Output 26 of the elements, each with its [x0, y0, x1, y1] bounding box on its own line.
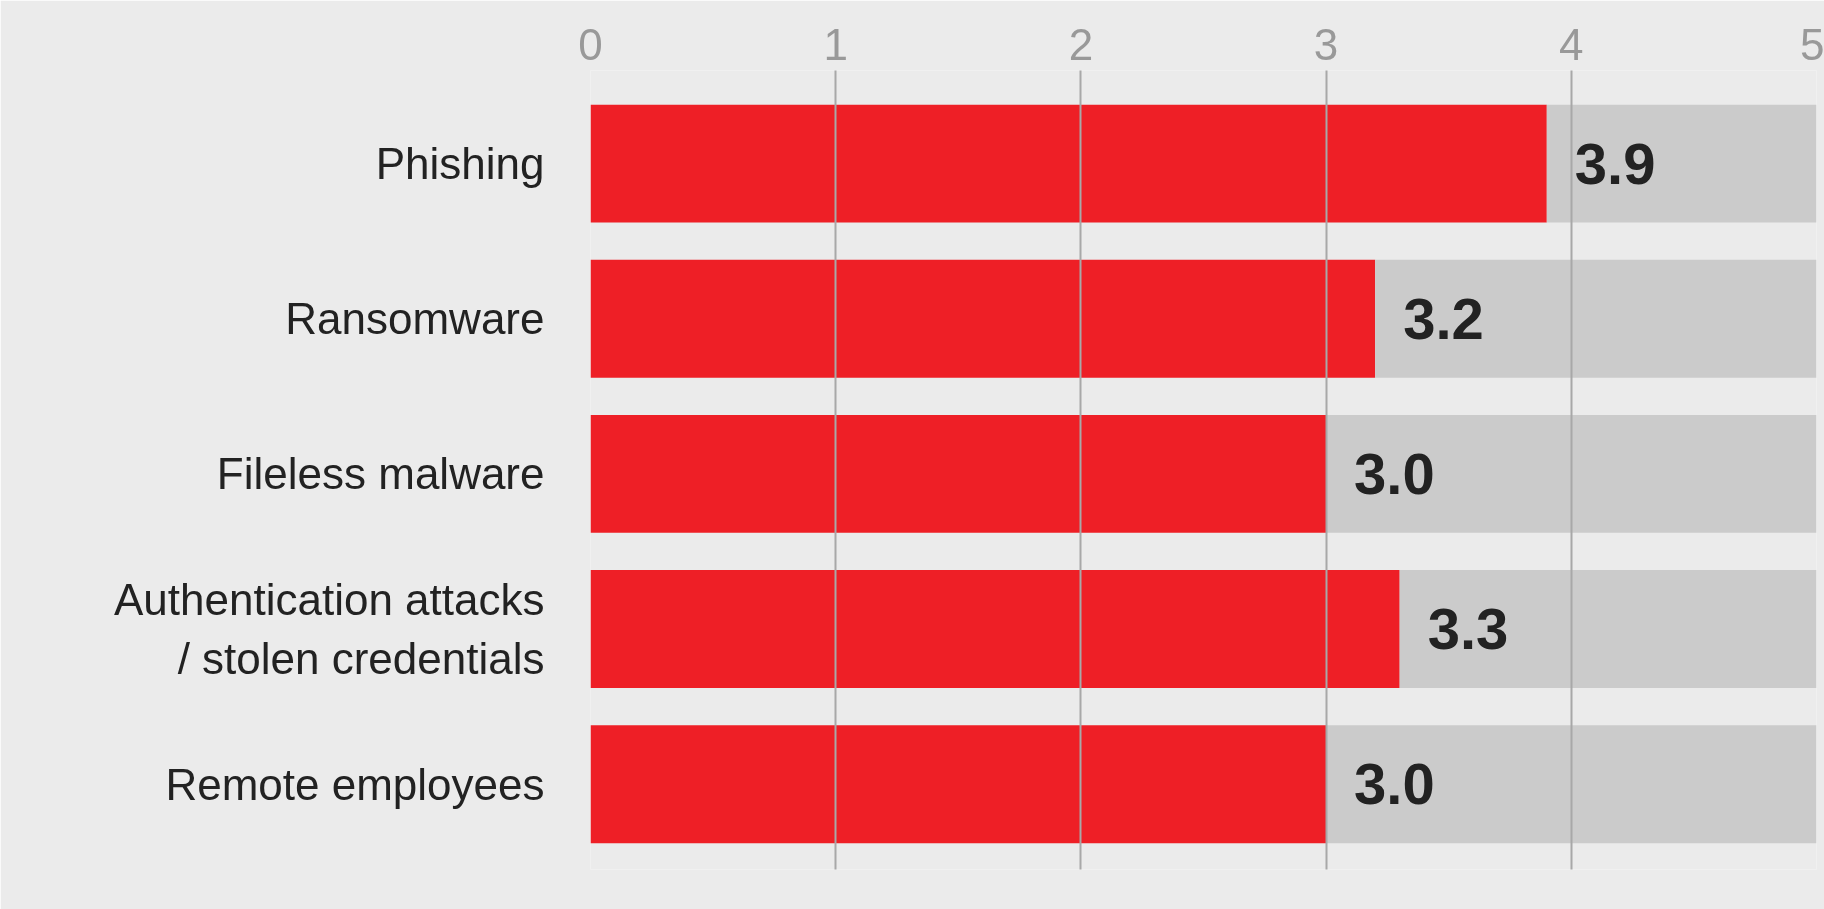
x-tick-label: 3	[1313, 19, 1339, 69]
bar	[1326, 725, 1817, 844]
x-tick-label: 4	[1559, 19, 1584, 69]
bar	[590, 104, 1547, 223]
data-label: 3.3	[1427, 596, 1509, 662]
data-label: 3.9	[1574, 130, 1656, 196]
y-tick-label: Remote employees	[165, 759, 545, 809]
data-label: 3.0	[1354, 440, 1435, 506]
bar	[1375, 259, 1817, 378]
x-tick-label: 2	[1068, 19, 1094, 69]
data-label: 3.0	[1354, 751, 1435, 817]
x-tick-label: 1	[823, 19, 848, 69]
x-tick-label: 5	[1800, 19, 1824, 69]
bar	[590, 725, 1327, 844]
y-tick-label: Phishing	[375, 139, 545, 189]
bar	[590, 414, 1327, 533]
bar	[590, 570, 1400, 688]
x-tick-label: 0	[578, 19, 603, 69]
y-tick-label: Authentication attacks / stolen credentials	[114, 575, 545, 683]
bar	[590, 259, 1376, 378]
y-tick-label: Fileless malware	[216, 449, 545, 499]
y-tick-label: Ransomware	[285, 294, 545, 344]
bar	[1399, 570, 1817, 688]
bar	[1546, 104, 1817, 223]
data-label: 3.2	[1403, 285, 1484, 351]
bar	[1326, 414, 1817, 533]
